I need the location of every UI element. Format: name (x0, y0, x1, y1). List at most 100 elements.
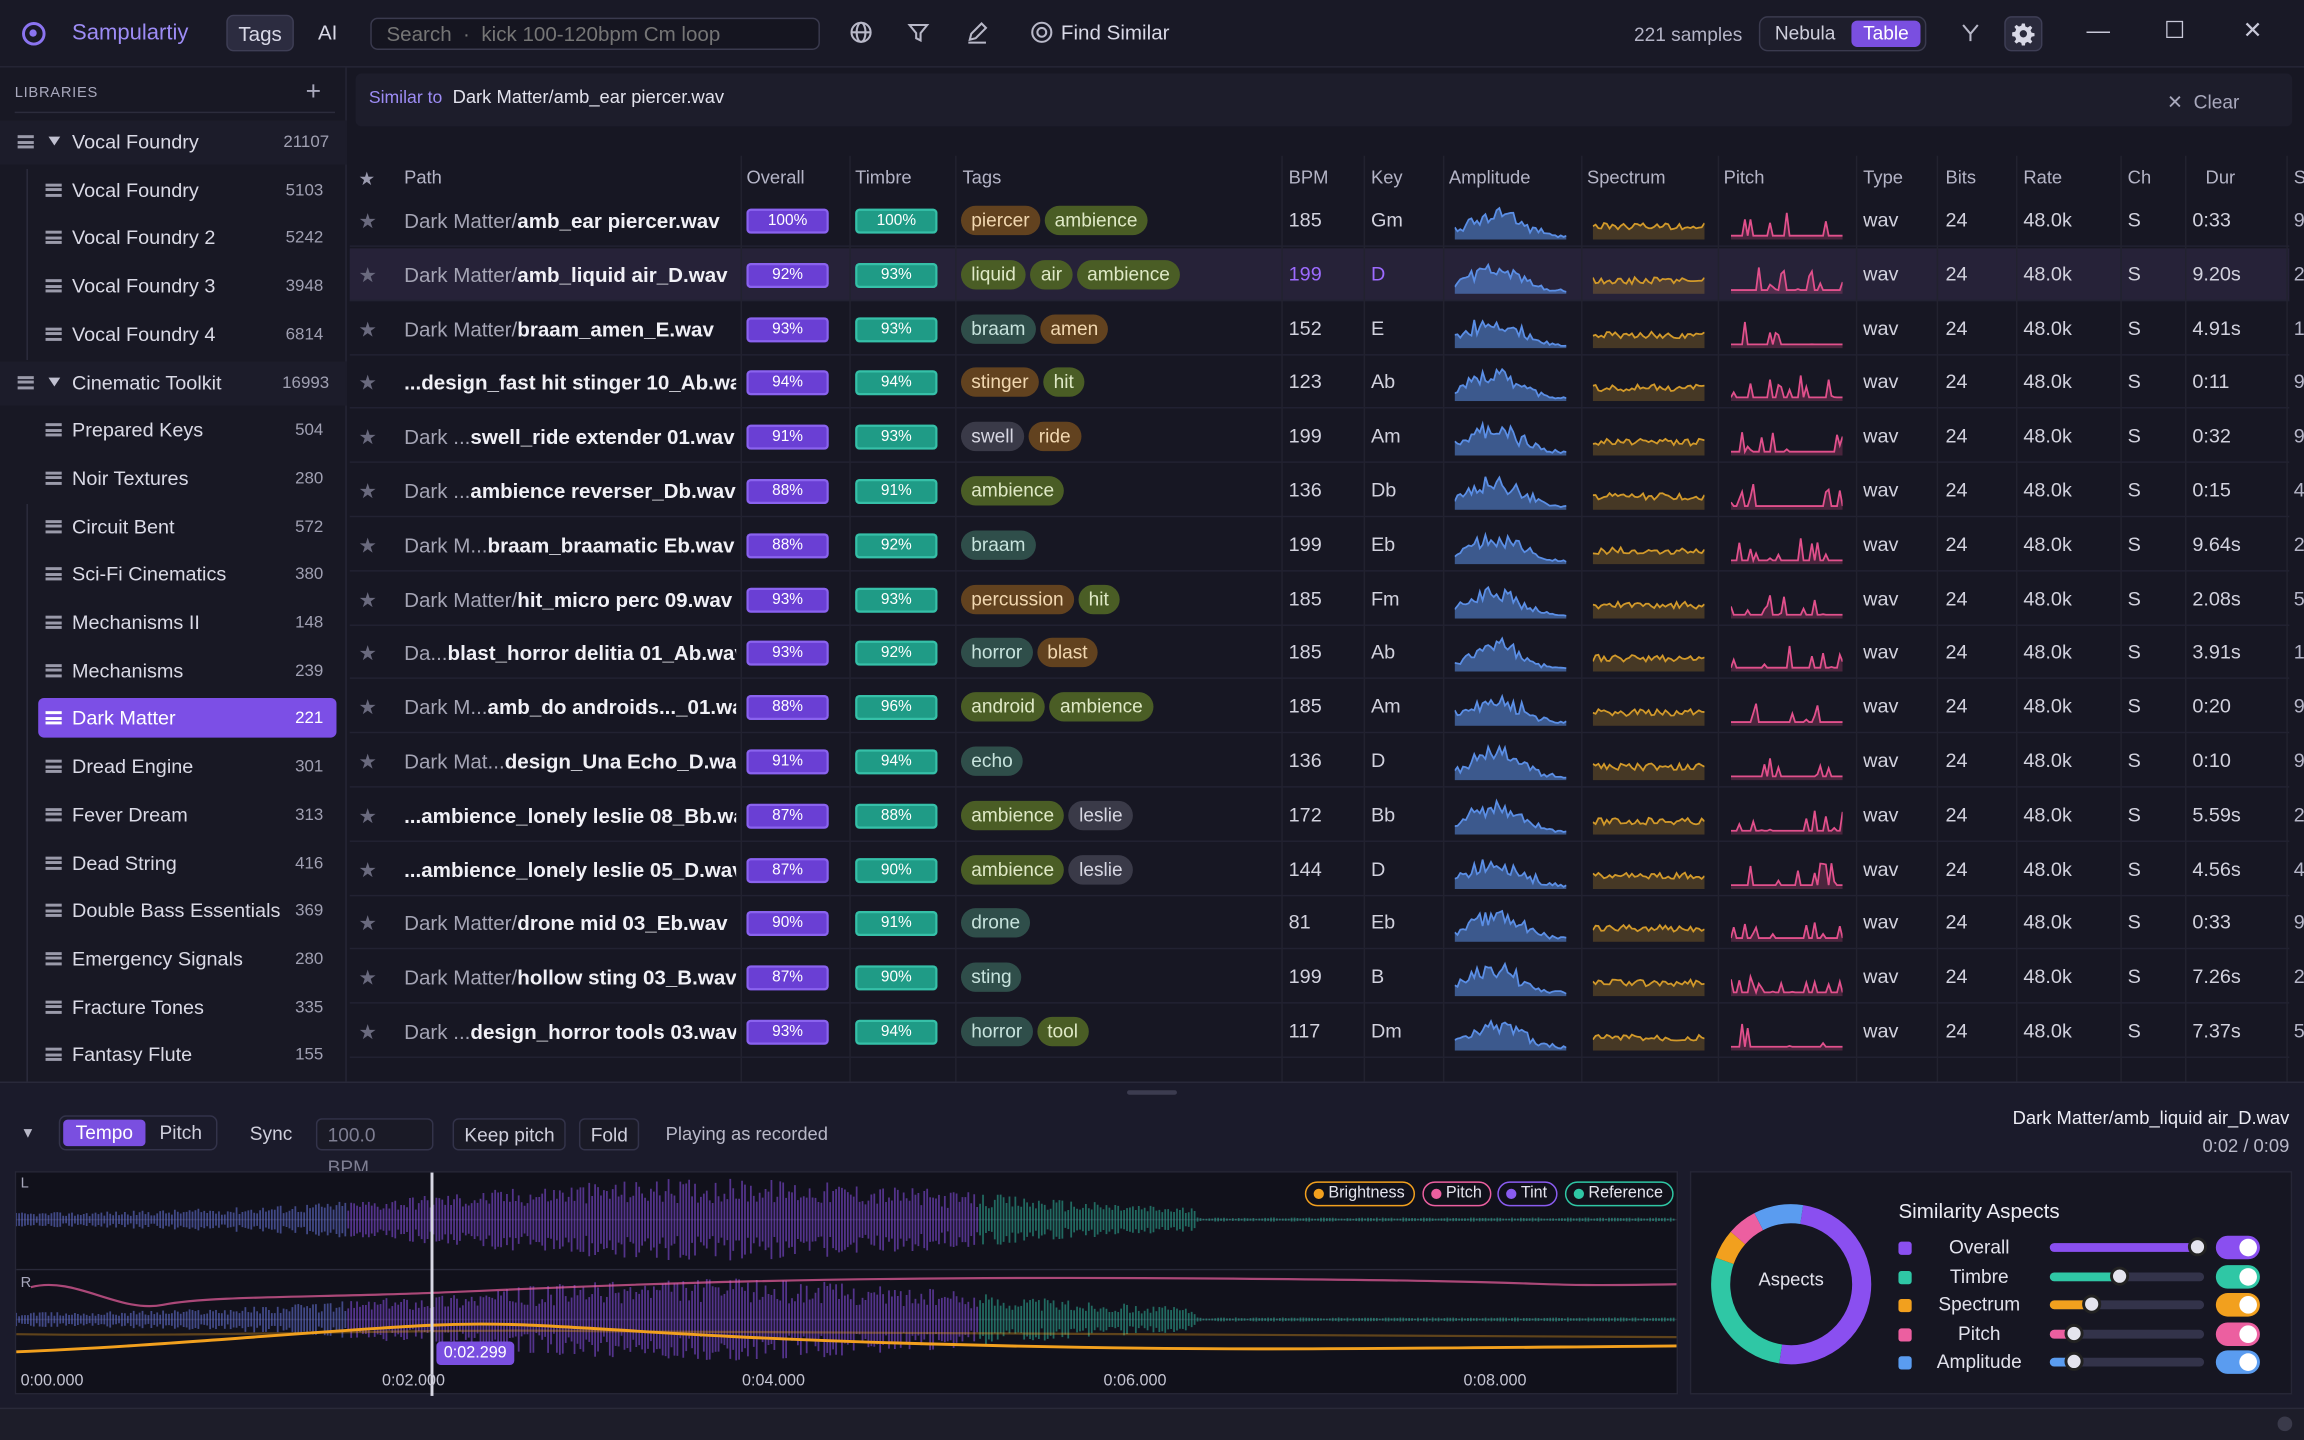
favorite-star-icon[interactable]: ★ (358, 370, 377, 395)
slider-knob[interactable] (2187, 1237, 2207, 1257)
drag-handle-icon[interactable] (45, 519, 62, 533)
sidebar-item[interactable]: Prepared Keys 504 (0, 409, 347, 453)
close-icon[interactable]: ✕ (2242, 19, 2263, 45)
table-row[interactable]: ★ Dark M...amb_do androids..._01.wav 88% 96… (349, 681, 2304, 734)
drag-handle-icon[interactable] (45, 903, 62, 918)
column-timbre[interactable]: Timbre (855, 167, 912, 189)
tag-chip[interactable]: liquid (960, 259, 1027, 290)
tag-chip[interactable]: android (960, 692, 1046, 722)
table-row[interactable]: ★ Dark ...design_horror tools 03.wav 93% 94… (349, 1005, 2304, 1058)
favorite-star-icon[interactable]: ★ (358, 1019, 377, 1044)
column-ch[interactable]: Ch (2127, 167, 2152, 189)
keep-pitch-button[interactable]: Keep pitch (452, 1118, 567, 1151)
mode-pitch-button[interactable]: Pitch (159, 1121, 202, 1144)
drag-handle-icon[interactable] (45, 711, 62, 725)
aspect-weight-slider[interactable] (2049, 1237, 2207, 1257)
filter-icon[interactable] (905, 21, 931, 47)
find-similar-button[interactable]: Find Similar (1060, 20, 1170, 45)
tag-chip[interactable]: hit (1043, 367, 1085, 398)
aspect-toggle[interactable] (2215, 1293, 2260, 1317)
sidebar-item[interactable]: Sci-Fi Cinematics 380 (0, 553, 347, 597)
favorite-column-icon[interactable]: ★ (358, 168, 376, 190)
sidebar-item[interactable]: Dread Engine 301 (0, 745, 347, 789)
tag-chip[interactable]: ambience (1076, 259, 1181, 290)
table-row[interactable]: ★ Dark Matter/hit_micro perc 09.wav 93% 93%… (349, 572, 2304, 626)
tag-chip[interactable]: piercer (960, 205, 1040, 236)
drag-handle-icon[interactable] (45, 231, 62, 245)
clear-similar-button[interactable]: ✕ Clear (2167, 91, 2239, 115)
globe-icon[interactable] (848, 21, 874, 47)
aspect-toggle[interactable] (2215, 1350, 2260, 1374)
favorite-star-icon[interactable]: ★ (358, 857, 377, 882)
settings-icon[interactable] (2004, 16, 2043, 52)
drag-handle-icon[interactable] (45, 1048, 62, 1062)
expand-icon[interactable] (48, 376, 61, 386)
drag-handle-icon[interactable] (45, 1000, 62, 1014)
tag-chip[interactable]: horror (960, 638, 1033, 668)
tag-chip[interactable]: percussion (960, 584, 1074, 614)
column-bits[interactable]: Bits (1945, 167, 1977, 189)
table-row[interactable]: ★ ...ambience_lonely leslie 05_D.wav 87% 90… (349, 843, 2304, 896)
sidebar-item[interactable]: Dark Matter 221 (0, 697, 347, 741)
sidebar-item[interactable]: Vocal Foundry 5103 (0, 169, 347, 213)
favorite-star-icon[interactable]: ★ (358, 424, 377, 449)
playhead[interactable] (430, 1172, 434, 1396)
bpm-input[interactable]: 100.0 BPM (315, 1118, 434, 1178)
table-row[interactable]: ★ Dark M...braam_braamatic Eb.wav 88% 92% br… (349, 518, 2304, 572)
column-overall[interactable]: Overall (746, 167, 805, 189)
column-tags[interactable]: Tags (962, 167, 1002, 189)
table-row[interactable]: ★ Dark Matter/amb_liquid air_D.wav 92% 93% l… (349, 248, 2304, 301)
column-spectrum[interactable]: Spectrum (1586, 167, 1666, 189)
sidebar-item[interactable]: Fever Dream 313 (0, 793, 347, 837)
favorite-star-icon[interactable]: ★ (358, 749, 377, 773)
tag-chip[interactable]: ride (1028, 421, 1081, 452)
tag-chip[interactable]: tool (1036, 1016, 1089, 1047)
sidebar-item[interactable]: Cinematic Toolkit 16993 (0, 360, 347, 405)
slider-knob[interactable] (2064, 1351, 2084, 1371)
fold-button[interactable]: Fold (578, 1118, 640, 1151)
slider-knob[interactable] (2064, 1323, 2084, 1343)
slider-knob[interactable] (2082, 1294, 2102, 1314)
favorite-star-icon[interactable]: ★ (358, 208, 377, 233)
sidebar-item[interactable]: Vocal Foundry 21107 (0, 120, 347, 165)
drag-handle-icon[interactable] (45, 759, 62, 774)
ai-tab[interactable]: AI (317, 20, 338, 45)
tag-chip[interactable]: echo (960, 746, 1023, 776)
waveform-view[interactable]: L R Brightness Pitch Tint Reference 0:02.29… (14, 1171, 1679, 1396)
sidebar-item[interactable]: Emergency Signals 280 (0, 937, 347, 981)
drag-handle-icon[interactable] (45, 279, 62, 293)
table-row[interactable]: ★ ...design_fast hit stinger 10_Ab.wav 94%… (349, 356, 2304, 410)
sidebar-item[interactable]: Mechanisms II 148 (0, 601, 347, 645)
tag-chip[interactable]: leslie (1068, 854, 1133, 884)
tag-chip[interactable]: air (1030, 259, 1073, 290)
table-row[interactable]: ★ Dark ...ambience reverser_Db.wav 88% 91% a… (349, 464, 2304, 518)
table-row[interactable]: ★ ...ambience_lonely leslie 08_Bb.wa 87% 88… (349, 789, 2304, 842)
legend-reference-toggle[interactable]: Reference (1564, 1181, 1674, 1207)
tag-chip[interactable]: hit (1078, 584, 1120, 614)
column-path[interactable]: Path (404, 167, 442, 189)
drag-handle-icon[interactable] (45, 567, 62, 581)
favorite-star-icon[interactable]: ★ (358, 262, 377, 287)
aspect-toggle[interactable] (2215, 1321, 2260, 1346)
tag-chip[interactable]: leslie (1068, 800, 1133, 830)
drag-handle-icon[interactable] (45, 183, 62, 197)
aspect-toggle[interactable] (2215, 1264, 2260, 1288)
column-pitch[interactable]: Pitch (1723, 167, 1765, 189)
table-row[interactable]: ★ Dark Matter/hollow sting 03_B.wav 87% 90%… (349, 951, 2304, 1004)
aspect-weight-slider[interactable] (2049, 1265, 2205, 1285)
tag-chip[interactable]: drone (960, 908, 1031, 939)
legend-pitch-toggle[interactable]: Pitch (1422, 1181, 1493, 1207)
drag-handle-icon[interactable] (17, 375, 34, 389)
minimize-icon[interactable]: — (2086, 19, 2111, 45)
tag-chip[interactable]: horror (960, 1016, 1033, 1047)
tag-chip[interactable]: swell (960, 421, 1025, 452)
table-row[interactable]: ★ Dark Matter/drone mid 03_Eb.wav 90% 91% dr… (349, 897, 2304, 950)
sidebar-item[interactable]: Noir Textures 280 (0, 457, 347, 501)
favorite-star-icon[interactable]: ★ (358, 911, 377, 936)
sidebar-item[interactable]: Vocal Foundry 2 5242 (0, 217, 347, 261)
favorite-star-icon[interactable]: ★ (358, 587, 377, 611)
favorite-star-icon[interactable]: ★ (358, 803, 377, 827)
tag-chip[interactable]: ambience (960, 476, 1065, 506)
aspects-donut[interactable]: Aspects (1706, 1199, 1876, 1369)
column-dur[interactable]: Dur (2205, 167, 2236, 189)
